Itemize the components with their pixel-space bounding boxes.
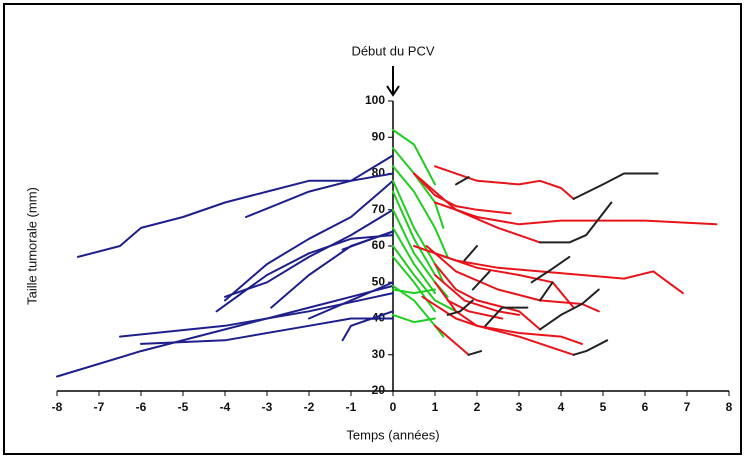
annotation: Début du PCV xyxy=(351,43,434,58)
series-line xyxy=(434,324,470,356)
x-tick-label: 8 xyxy=(726,400,733,414)
series-line xyxy=(341,310,394,342)
y-tick-label: 20 xyxy=(372,383,386,397)
y-tick-label: 90 xyxy=(372,129,386,143)
x-tick-label: -7 xyxy=(94,400,105,414)
series-line xyxy=(572,172,659,200)
series-line xyxy=(413,172,512,215)
series-line xyxy=(140,317,394,345)
x-tick-label: 2 xyxy=(474,400,481,414)
series-line xyxy=(215,234,394,313)
frame xyxy=(3,3,742,455)
series-line xyxy=(425,245,600,313)
series-line xyxy=(392,284,445,338)
x-tick-label: -4 xyxy=(220,400,231,414)
series-line xyxy=(392,190,436,276)
series-line xyxy=(455,176,470,186)
series-line xyxy=(392,313,436,324)
series-line xyxy=(434,274,520,316)
series-line xyxy=(392,165,449,258)
y-tick-label: 70 xyxy=(372,202,386,216)
x-tick-label: 4 xyxy=(558,400,565,414)
series-line xyxy=(392,129,436,186)
y-axis-label: Taille tumorale (mm) xyxy=(24,187,39,305)
series-line xyxy=(446,299,474,316)
x-axis-label: Temps (années) xyxy=(346,427,439,442)
x-tick-label: 0 xyxy=(390,400,397,414)
series-line xyxy=(463,245,478,262)
series-line xyxy=(446,299,504,320)
series-line xyxy=(530,255,571,284)
series-line xyxy=(413,245,684,295)
series-line xyxy=(392,147,445,229)
series-line xyxy=(539,281,554,302)
series-line xyxy=(224,208,394,298)
series-line xyxy=(392,255,436,313)
y-tick-label: 100 xyxy=(365,93,385,107)
series-line xyxy=(434,281,583,345)
series-line xyxy=(476,324,575,356)
series-line xyxy=(471,270,491,291)
x-tick-label: -1 xyxy=(346,400,357,414)
x-tick-label: 3 xyxy=(516,400,523,414)
series-line xyxy=(77,154,394,258)
series-line xyxy=(484,306,529,327)
series-line xyxy=(434,201,718,226)
x-tick-label: -2 xyxy=(304,400,315,414)
x-tick-label: 7 xyxy=(684,400,691,414)
series-line xyxy=(421,295,478,327)
annotation-arrow xyxy=(386,66,400,97)
y-tick-label: 50 xyxy=(372,274,386,288)
series-line xyxy=(392,245,457,313)
series-line xyxy=(392,179,445,284)
series-line xyxy=(392,288,436,295)
series-line xyxy=(224,179,394,302)
series-line xyxy=(539,201,613,244)
x-tick-label: -3 xyxy=(262,400,273,414)
y-tick-label: 30 xyxy=(372,347,386,361)
series-line xyxy=(434,165,575,200)
series-line xyxy=(245,172,394,218)
series-line xyxy=(308,281,394,320)
series-line xyxy=(434,252,575,309)
x-tick-label: -8 xyxy=(52,400,63,414)
series-line xyxy=(434,263,541,331)
series-line xyxy=(413,172,541,244)
series-line xyxy=(572,339,609,356)
series-line xyxy=(539,288,600,331)
series-line xyxy=(119,292,394,338)
x-tick-label: 1 xyxy=(432,400,439,414)
y-tick-label: 60 xyxy=(372,238,386,252)
x-tick-label: 6 xyxy=(642,400,649,414)
series-line xyxy=(467,350,483,356)
series-line xyxy=(392,226,436,295)
x-tick-label: -6 xyxy=(136,400,147,414)
x-tick-label: -5 xyxy=(178,400,189,414)
x-tick-label: 5 xyxy=(600,400,607,414)
series-line xyxy=(341,230,394,251)
